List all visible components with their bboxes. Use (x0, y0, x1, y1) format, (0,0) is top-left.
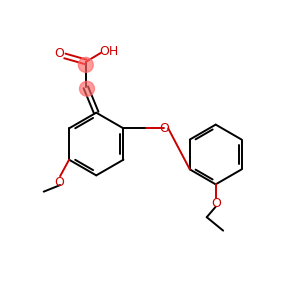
Circle shape (80, 81, 94, 96)
Circle shape (78, 57, 93, 72)
Text: O: O (211, 197, 220, 210)
Text: OH: OH (100, 45, 119, 58)
Text: O: O (159, 122, 169, 135)
Text: O: O (55, 176, 64, 189)
Text: O: O (54, 47, 64, 60)
